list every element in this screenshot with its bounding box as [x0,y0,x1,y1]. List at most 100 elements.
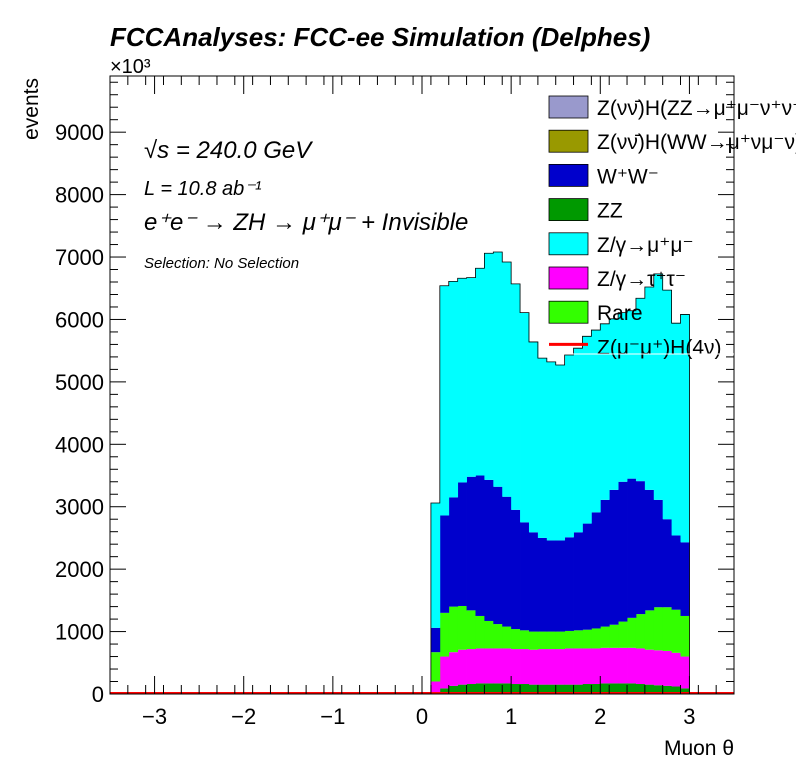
bar-3-23 [635,481,646,615]
bar-0-24 [644,684,655,694]
bar-0-19 [600,683,610,694]
bar-4-14 [555,365,566,541]
bar-4-22 [627,310,637,479]
bar-4-19 [600,323,610,500]
legend-label-2: W⁺W⁻ [597,165,659,188]
bar-1-20 [609,647,619,684]
bar-1-3 [457,649,467,685]
bar-2-14 [555,631,566,650]
bar-0-3 [457,684,467,694]
bar-1-15 [564,648,574,685]
bar-2-0 [430,652,441,682]
legend-swatch-3 [548,198,589,222]
legend-label-3: ZZ [597,200,623,223]
bar-4-2 [448,281,459,498]
bar-4-18 [591,330,601,513]
bar-4-9 [511,283,521,510]
bar-4-12 [537,358,548,538]
bar-4-5 [475,268,485,476]
bar-0-14 [555,684,566,694]
legend-label-4: Z/γ→μ⁺μ⁻ [597,234,694,257]
y-tick-label: 9000 [55,120,104,145]
bar-2-20 [609,624,619,648]
bar-3-26 [662,519,672,608]
legend-label-5: Z/γ→τ⁺τ⁻ [597,268,686,291]
bar-4-28 [680,314,690,543]
bar-0-28 [680,688,690,694]
legend-swatch-5 [548,266,589,290]
bar-1-6 [484,648,494,684]
bar-2-17 [582,629,592,649]
bar-4-20 [609,318,619,490]
bar-2-7 [493,624,503,649]
x-tick-label: 0 [416,704,428,729]
bar-3-24 [644,489,655,611]
x-tick-label: −3 [142,704,167,729]
bar-2-13 [546,631,557,650]
bar-0-2 [448,685,459,694]
bar-3-27 [671,535,681,610]
legend-swatch-1 [548,129,589,153]
bar-0-18 [591,684,601,694]
bar-4-6 [484,253,494,480]
y-tick-label: 5000 [55,370,104,395]
bar-1-23 [635,648,646,685]
y-tick-label: 4000 [55,432,104,457]
stack-outline [430,251,690,694]
selection-annotation: Selection: No Selection [144,255,299,272]
bar-3-17 [582,523,592,630]
y-multiplier: ×10³ [110,56,151,78]
bar-1-12 [537,649,548,685]
bar-0-4 [466,684,476,694]
energy-annotation: √s = 240.0 GeV [144,137,313,164]
y-axis-label: events [20,78,43,140]
bar-2-25 [653,607,664,651]
bar-2-2 [448,606,459,653]
bar-2-3 [457,605,467,650]
bar-3-4 [466,476,476,611]
bar-0-16 [573,684,583,694]
bar-2-4 [466,610,476,650]
bar-2-16 [573,630,583,649]
y-tick-label: 1000 [55,620,104,645]
bar-0-9 [511,684,521,694]
bar-3-1 [439,515,450,613]
bar-0-1 [439,688,450,694]
bar-1-2 [448,652,459,686]
bar-0-10 [520,684,530,694]
bar-1-26 [662,650,672,686]
bar-4-23 [635,298,646,482]
bar-4-15 [564,355,574,538]
bar-4-26 [662,290,672,520]
bar-1-10 [520,649,530,685]
bar-2-8 [502,626,512,649]
bar-3-20 [609,489,619,625]
legend-swatch-4 [548,232,589,256]
bar-4-0 [430,502,441,628]
bar-1-16 [573,648,583,685]
bar-3-21 [618,481,628,622]
process-annotation: e⁺e⁻ → ZH → μ⁺μ⁻ + Invisible [144,209,468,236]
bar-3-11 [528,532,539,632]
bar-4-17 [582,336,592,524]
bar-3-6 [484,479,494,621]
bar-3-19 [600,499,610,627]
x-tick-label: 1 [505,704,517,729]
axes-layer: 0 1000 2000 3000 4000 5000 6000 7000 8000 9000 −3 −… [55,76,734,729]
bars-layer [430,252,690,694]
bar-1-4 [466,649,476,685]
bar-1-5 [475,648,485,684]
bar-1-8 [502,648,512,684]
bar-0-5 [475,683,485,694]
bar-2-24 [644,610,655,650]
stack-outline-layer [430,251,690,694]
bar-0-21 [618,683,628,694]
bar-0-12 [537,684,548,694]
bar-3-3 [457,482,467,606]
bar-3-0 [430,627,441,653]
bar-1-19 [600,647,610,684]
bar-3-22 [627,478,637,618]
y-tick-label: 3000 [55,495,104,520]
legend-label-7: Z(μ⁻μ⁺)H(4ν) [597,336,722,359]
x-tick-label: 2 [594,704,606,729]
